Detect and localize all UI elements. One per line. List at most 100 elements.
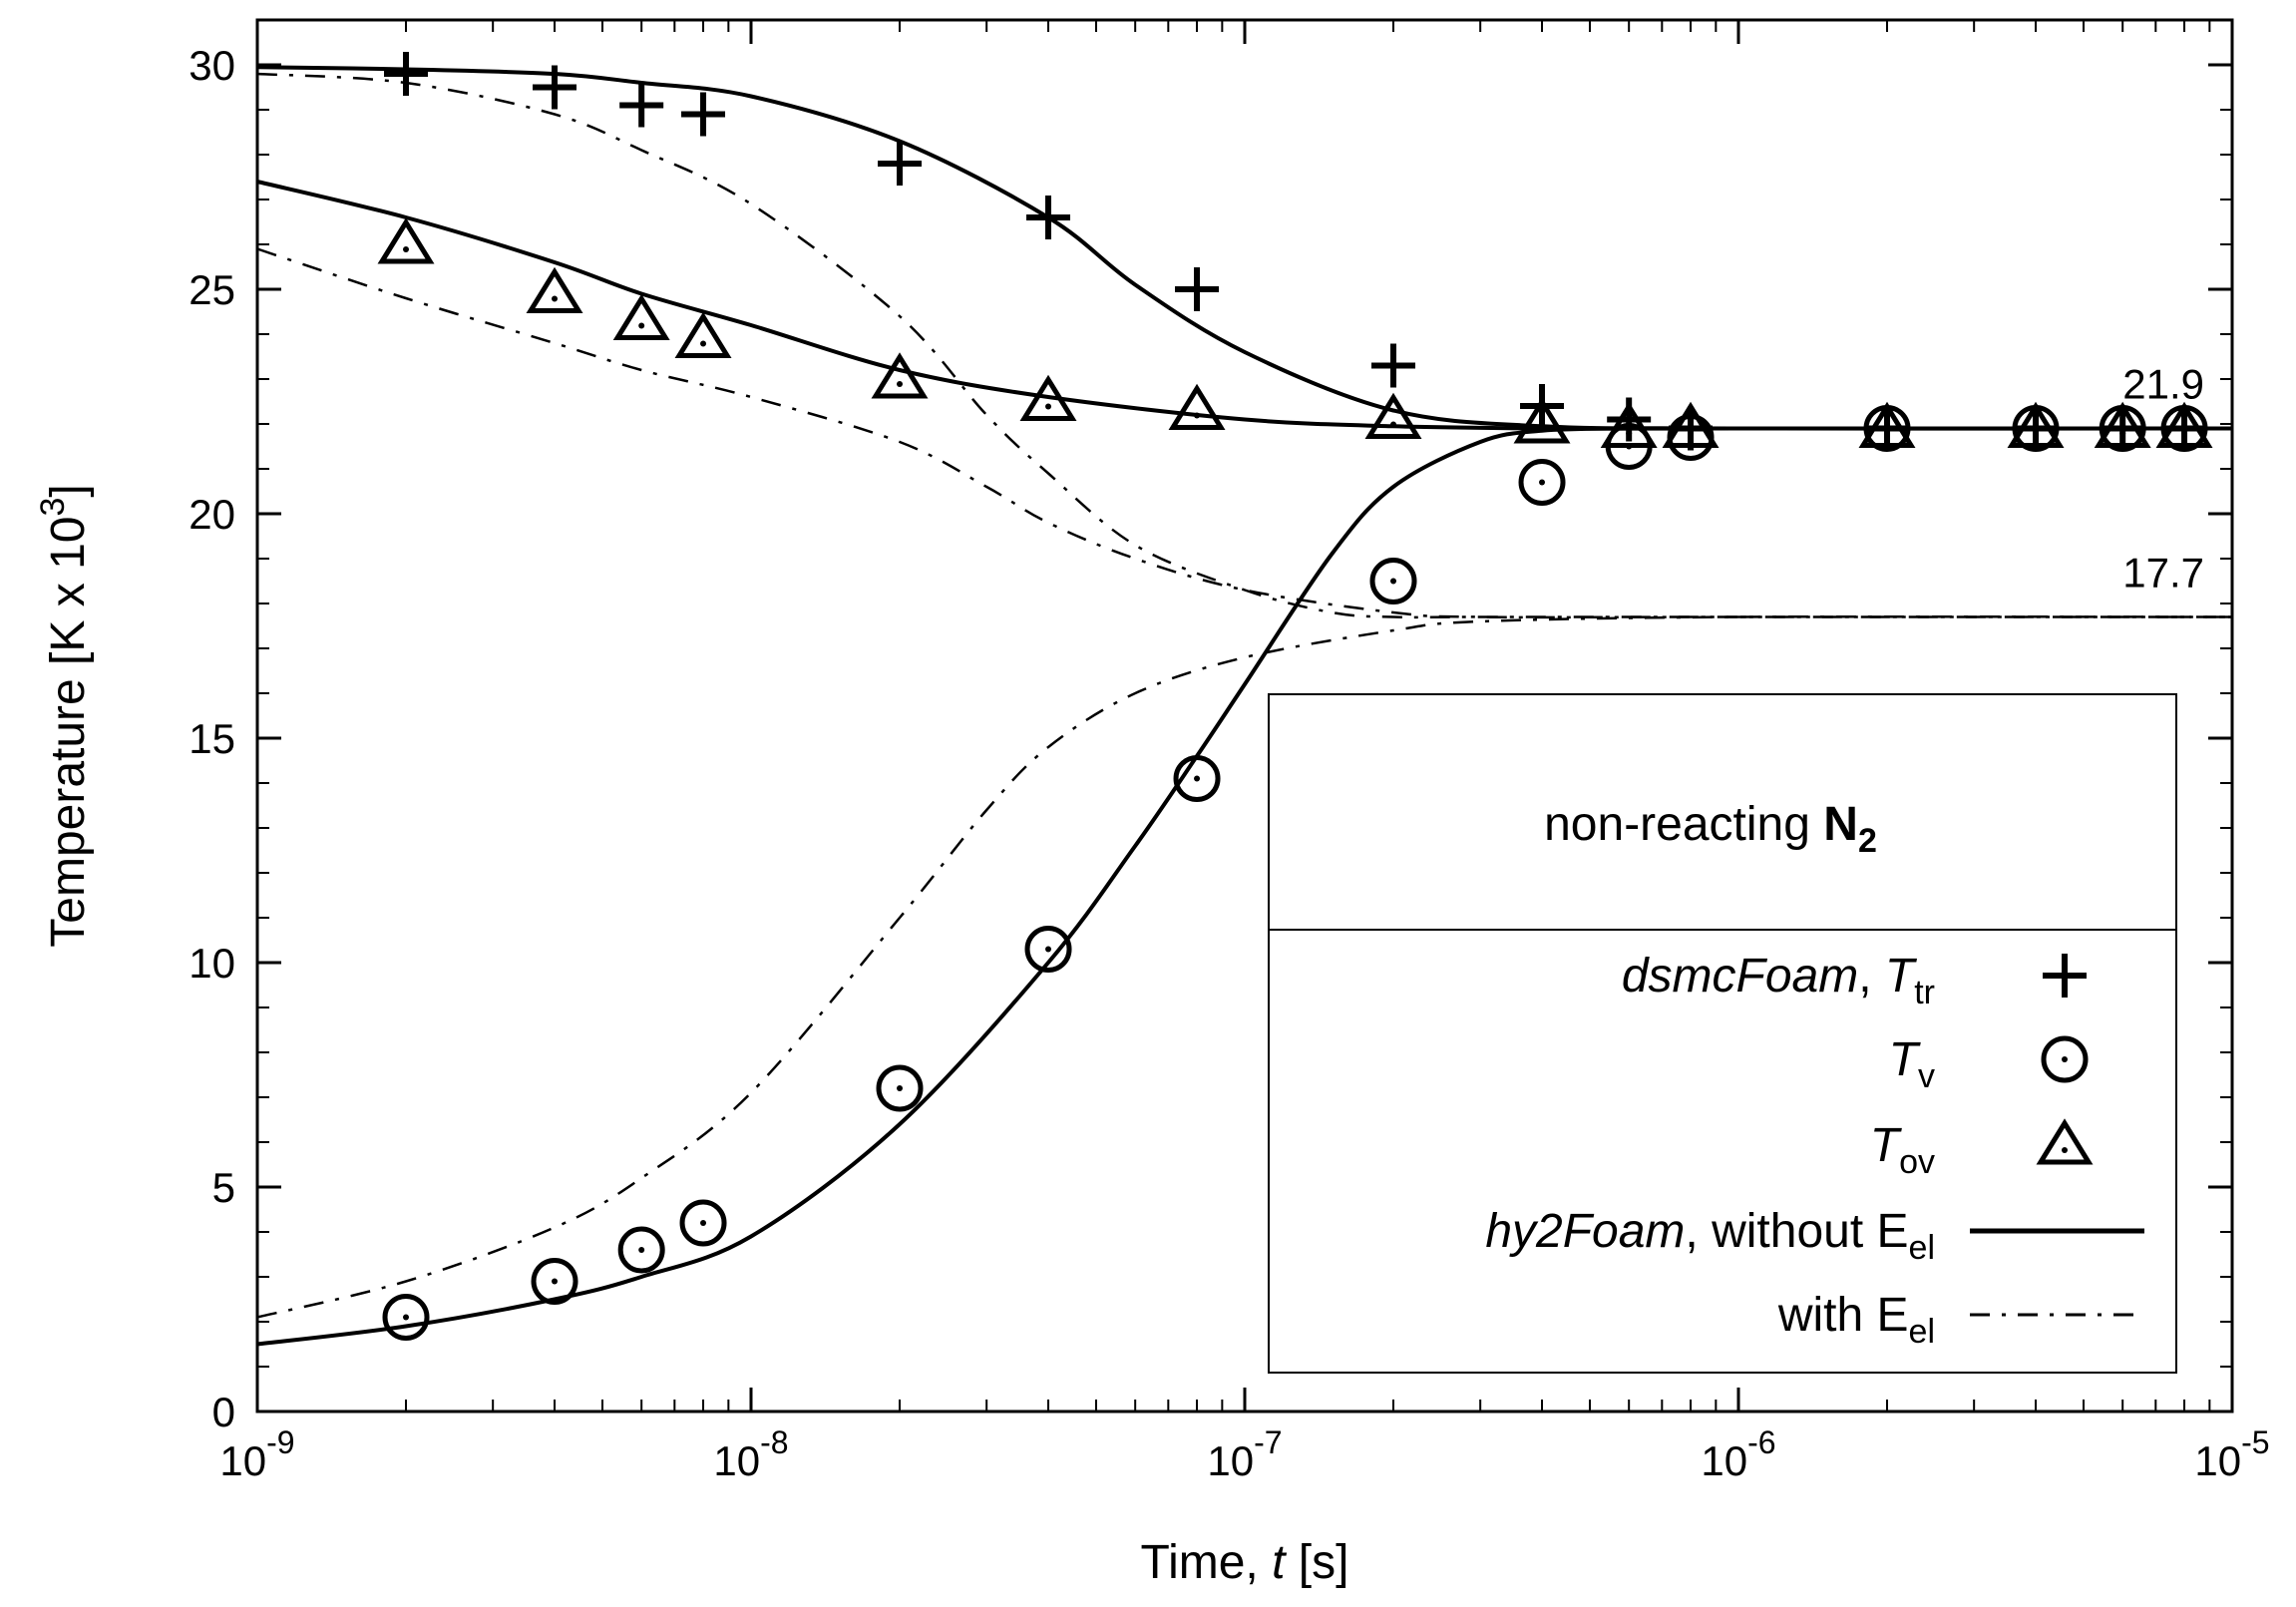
x-axis-label: Time, t [s] xyxy=(1141,1536,1349,1589)
legend-entry-symbol: T xyxy=(1885,950,1918,1003)
triangle-marker-dot xyxy=(1194,412,1201,419)
triangle-marker-dot xyxy=(552,295,559,302)
triangle-marker-dot xyxy=(700,340,707,347)
plus-marker xyxy=(1175,267,1220,311)
triangle-marker-dot xyxy=(897,381,904,387)
data-markers xyxy=(377,52,2213,1341)
x-tick-exponent: -8 xyxy=(760,1424,788,1460)
legend-entry-text: , without E xyxy=(1685,1205,1908,1258)
circle-marker-dot xyxy=(1884,425,1891,432)
circle-marker-dot xyxy=(1194,775,1201,782)
y-tick-label: 15 xyxy=(189,715,235,762)
legend-title-subscript: 2 xyxy=(1858,822,1877,860)
circle-marker-dot xyxy=(897,1085,904,1091)
circle-marker xyxy=(1369,558,1417,604)
legend-entry-name: dsmcFoam xyxy=(1622,950,1858,1003)
triangle-marker-dot xyxy=(2062,1147,2068,1153)
triangle-marker xyxy=(2007,401,2065,448)
triangle-marker-dot xyxy=(2181,430,2188,437)
plus-marker xyxy=(1026,196,1071,239)
triangle-marker-outline xyxy=(2094,401,2151,448)
circle-marker-ring xyxy=(1518,459,1566,506)
triangle-marker-dot xyxy=(2119,430,2126,437)
circle-marker xyxy=(2041,1035,2089,1083)
circle-marker-dot xyxy=(2033,425,2040,432)
triangle-marker-outline xyxy=(2155,401,2213,448)
circle-marker-ring xyxy=(531,1258,578,1305)
triangle-marker xyxy=(2155,401,2213,448)
circle-marker xyxy=(382,1294,430,1341)
circle-marker xyxy=(1024,926,1072,973)
triangle-marker xyxy=(1513,397,1571,444)
triangle-marker-dot xyxy=(403,246,410,252)
triangle-marker-dot xyxy=(1688,430,1695,437)
legend-entry-text: with E xyxy=(1777,1289,1909,1342)
dashdot-curve xyxy=(256,614,2233,1319)
circle-marker-dot xyxy=(1045,946,1052,953)
triangle-marker-dot xyxy=(1539,426,1546,432)
triangle-marker-outline xyxy=(1168,383,1226,430)
triangle-marker-dot xyxy=(1626,430,1633,437)
circle-marker xyxy=(876,1064,924,1112)
legend-entry-text: , xyxy=(1858,950,1885,1003)
circle-marker-dot xyxy=(2119,425,2126,432)
triangle-marker xyxy=(1168,383,1226,430)
x-tick-base: 10 xyxy=(2194,1437,2241,1484)
plus-marker xyxy=(2043,954,2087,998)
x-tick-exponent: -6 xyxy=(1747,1424,1775,1460)
triangle-marker-dot xyxy=(1390,421,1397,428)
circle-marker-dot xyxy=(1539,479,1546,486)
triangle-marker-outline xyxy=(1662,401,1720,448)
legend-entry-label: with Eel xyxy=(1777,1289,1935,1351)
circle-marker-dot xyxy=(403,1314,410,1321)
legend-entry-subscript: v xyxy=(1918,1057,1935,1095)
triangle-marker-dot xyxy=(2033,430,2040,437)
circle-marker-dot xyxy=(552,1278,559,1285)
legend-entry-symbol: T xyxy=(1889,1033,1922,1086)
x-tick-base: 10 xyxy=(1701,1437,1747,1484)
y-axis-label: Temperature [K x 103] xyxy=(34,484,95,947)
triangle-marker-outline xyxy=(2036,1118,2094,1165)
triangle-marker xyxy=(2094,401,2151,448)
triangle-marker-outline xyxy=(1513,397,1571,444)
triangle-marker xyxy=(526,266,583,313)
legend-title-text: non-reacting xyxy=(1544,798,1823,851)
triangle-marker-outline xyxy=(1858,401,1916,448)
y-tick-label: 30 xyxy=(189,42,235,89)
x-tick-base: 10 xyxy=(1207,1437,1254,1484)
triangle-marker xyxy=(1858,401,1916,448)
triangle-marker-outline xyxy=(1600,401,1658,448)
value-annotation: 17.7 xyxy=(2122,550,2204,597)
circle-marker-ring xyxy=(382,1294,430,1341)
axis-labels: Time, t [s] Temperature [K x 103] xyxy=(34,484,1348,1589)
legend-entry-name: hy2Foam xyxy=(1485,1205,1685,1258)
x-tick-exponent: -7 xyxy=(1254,1424,1282,1460)
y-tick-label: 5 xyxy=(212,1164,235,1211)
circle-marker-dot xyxy=(700,1220,707,1226)
circle-marker xyxy=(531,1258,578,1305)
triangle-marker-outline xyxy=(526,266,583,313)
x-axis-label-symbol: t xyxy=(1272,1536,1287,1589)
legend-entry-label: Tov xyxy=(1870,1119,1935,1181)
circle-marker-ring xyxy=(876,1064,924,1112)
triangle-marker-outline xyxy=(612,293,670,340)
legend-entry-subscript: el xyxy=(1909,1229,1935,1267)
y-axis-label-close: ] xyxy=(42,484,95,497)
triangle-marker xyxy=(1019,374,1077,421)
plus-marker xyxy=(533,65,577,110)
triangle-marker xyxy=(377,217,435,264)
triangle-marker xyxy=(612,293,670,340)
circle-marker xyxy=(1518,459,1566,506)
x-tick-base: 10 xyxy=(713,1437,760,1484)
value-annotations: 21.9 17.7 xyxy=(2122,361,2204,597)
circle-marker-dot xyxy=(2062,1056,2068,1062)
circle-marker xyxy=(679,1199,727,1247)
x-tick-label: 10-8 xyxy=(713,1424,788,1484)
triangle-marker-outline xyxy=(377,217,435,264)
y-tick-label: 20 xyxy=(189,491,235,538)
x-tick-exponent: -9 xyxy=(266,1424,294,1460)
plot-frame xyxy=(255,18,2234,1413)
